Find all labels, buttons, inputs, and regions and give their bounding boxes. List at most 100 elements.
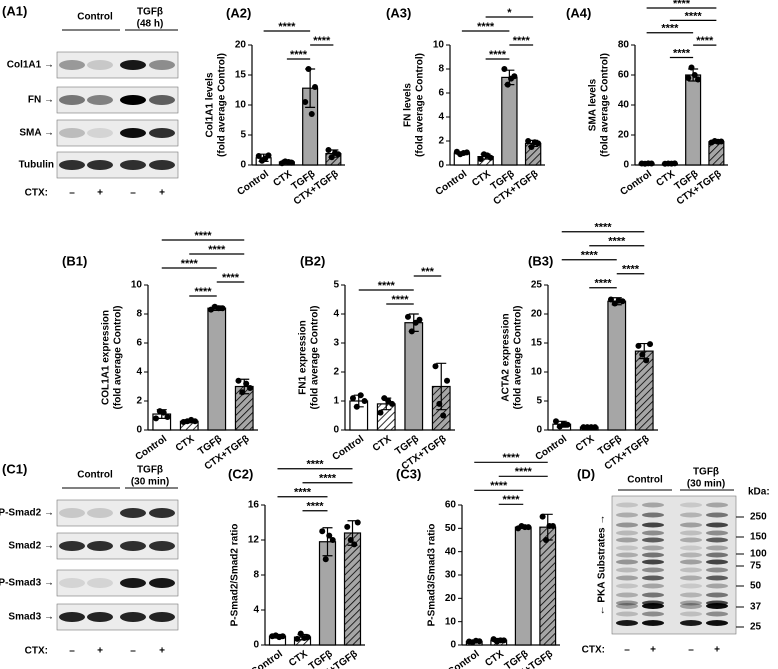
significance-label: ****: [222, 272, 240, 284]
y-tick-label: 6: [136, 338, 142, 349]
significance-label: ****: [513, 35, 531, 47]
y-tick-label: 12: [248, 535, 260, 546]
blot-band: [706, 567, 728, 573]
data-point: [691, 72, 698, 78]
blot-band: [87, 612, 113, 622]
data-point: [219, 305, 226, 312]
marker-label: 25: [750, 622, 762, 633]
y-tick-label: 60: [618, 70, 630, 81]
data-point: [322, 556, 329, 563]
bar-hatch: [539, 527, 556, 645]
data-point: [718, 138, 725, 145]
blot-band: [120, 612, 146, 622]
blot-band: [616, 559, 638, 565]
treatment-label: CTX:: [25, 188, 48, 199]
blot-band: [120, 128, 146, 138]
blot-band: [642, 592, 664, 598]
y-tick-label: 20: [235, 40, 247, 51]
blot-band: [120, 95, 146, 105]
y-tick-label: 10: [433, 40, 445, 51]
data-point: [477, 156, 484, 162]
blot-band: [616, 583, 638, 589]
y-axis-label: (fold average Control): [600, 53, 611, 157]
data-point: [329, 537, 336, 543]
blot-row-label: Smad3 →: [8, 612, 54, 623]
y-tick-label: 0: [623, 160, 629, 171]
treatment-label: CTX:: [582, 645, 605, 656]
y-tick-label: 4: [438, 112, 444, 123]
blot-band: [706, 522, 728, 528]
panel-label: (A2): [226, 5, 251, 20]
y-tick-label: 5: [333, 280, 339, 291]
data-point: [607, 296, 614, 303]
blot-band: [87, 541, 113, 551]
data-point: [535, 140, 542, 147]
x-tick-label: Control: [434, 168, 470, 198]
significance-label: ****: [477, 21, 495, 33]
blot-band: [149, 128, 175, 138]
blot-band: [642, 583, 664, 589]
data-point: [511, 73, 518, 80]
data-point: [325, 147, 332, 153]
blot-band: [616, 537, 638, 543]
significance-label: ****: [278, 21, 296, 33]
y-axis-label: COL1A1 expression: [101, 310, 112, 405]
treatment-sign: +: [159, 188, 165, 199]
blot-band: [680, 620, 702, 626]
data-point: [504, 81, 511, 88]
x-tick-label: Control: [249, 648, 285, 669]
blot-band: [149, 95, 175, 105]
y-axis-label: FN1 expression: [298, 320, 309, 394]
y-tick-label: 6: [438, 88, 444, 99]
significance-label: ****: [306, 459, 324, 471]
panel-label: (D): [577, 466, 595, 481]
y-tick-label: 10: [235, 100, 247, 111]
panel-label: (C2): [228, 466, 253, 481]
blot-band: [59, 508, 85, 518]
data-point: [164, 413, 171, 420]
blot-band: [642, 611, 664, 617]
bar-hatch: [478, 156, 494, 165]
blot-band: [680, 502, 702, 508]
data-point: [643, 357, 650, 364]
x-tick-label: CTX: [174, 433, 197, 454]
significance-label: ****: [490, 480, 508, 492]
blot-band: [87, 578, 113, 588]
blot-band: [59, 541, 85, 551]
panel-label: (A3): [386, 5, 411, 20]
significance-label: *: [507, 7, 512, 19]
y-tick-label: 0: [136, 425, 142, 436]
data-point: [416, 316, 423, 323]
significance-label: ****: [489, 49, 507, 61]
y-tick-label: 2: [438, 136, 444, 147]
y-tick-label: 20: [445, 593, 457, 604]
bar: [514, 526, 532, 646]
marker-title: kDa:: [748, 487, 770, 498]
blot-band: [149, 612, 175, 622]
data-point: [377, 409, 384, 416]
blot-axis-label: ← PKA Substrates →: [597, 515, 608, 616]
blot-band: [680, 545, 702, 551]
blot-band: [642, 603, 664, 609]
blot-frame: [611, 495, 737, 635]
x-tick-label: Control: [534, 433, 570, 463]
blot-row-label: SMA →: [19, 128, 54, 139]
data-point: [404, 313, 411, 320]
blot-band: [680, 592, 702, 598]
blot-band: [59, 160, 85, 170]
data-point: [549, 523, 556, 529]
blot-band: [706, 592, 728, 598]
data-point: [349, 395, 356, 402]
blot-band: [616, 512, 638, 518]
blot-band: [680, 512, 702, 518]
treatment-sign: –: [130, 188, 136, 199]
blot-band: [59, 612, 85, 622]
blot-band: [706, 603, 728, 609]
significance-label: ****: [194, 286, 212, 298]
significance-label: ****: [696, 35, 714, 47]
y-tick-label: 8: [253, 570, 259, 581]
bar: [501, 76, 518, 166]
y-tick-label: 1: [333, 396, 339, 407]
blot-band: [59, 578, 85, 588]
blot-band: [680, 559, 702, 565]
